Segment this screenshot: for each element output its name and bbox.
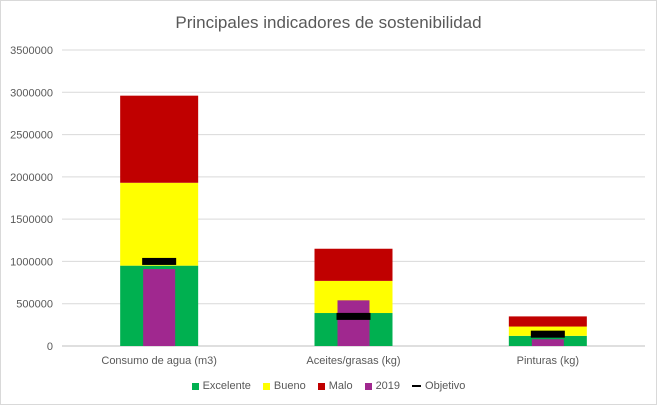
target-marker xyxy=(530,330,565,338)
legend-swatch-excelente xyxy=(191,382,199,390)
legend-label-malo: Malo xyxy=(328,380,353,392)
legend-item-excelente: Excelente xyxy=(191,380,251,392)
bar-segment-malo xyxy=(314,248,393,281)
y-tick-label: 0 xyxy=(47,341,53,353)
y-tick-label: 1000000 xyxy=(10,256,53,268)
y-tick-label: 3000000 xyxy=(10,87,53,99)
legend-swatch-malo xyxy=(317,382,325,390)
legend-label-2019: 2019 xyxy=(375,380,401,392)
bar-segment-malo xyxy=(508,316,587,327)
target-marker xyxy=(142,257,177,265)
bar-2019 xyxy=(531,339,564,346)
chart-legend: Excelente Bueno Malo 2019 Objetivo xyxy=(1,380,656,392)
bar-segment-bueno xyxy=(120,182,199,266)
x-category-label: Aceites/grasas (kg) xyxy=(306,355,400,367)
bar-segment-malo xyxy=(120,95,199,183)
legend-item-bueno: Bueno xyxy=(262,380,306,392)
x-category-label: Consumo de agua (m3) xyxy=(101,355,217,367)
legend-swatch-2019 xyxy=(364,382,372,390)
legend-label-excelente: Excelente xyxy=(202,380,251,392)
x-category-label: Pinturas (kg) xyxy=(517,355,579,367)
legend-label-objetivo: Objetivo xyxy=(425,380,466,392)
y-tick-label: 3500000 xyxy=(10,45,53,57)
y-tick-label: 500000 xyxy=(16,299,53,311)
bar-2019 xyxy=(337,300,370,346)
legend-item-objetivo: Objetivo xyxy=(412,380,465,392)
chart-title: Principales indicadores de sostenibilida… xyxy=(175,13,482,32)
legend-item-2019: 2019 xyxy=(364,380,401,392)
legend-line-objetivo xyxy=(412,385,422,387)
legend-item-malo: Malo xyxy=(317,380,353,392)
y-tick-label: 2000000 xyxy=(10,172,53,184)
legend-label-bueno: Bueno xyxy=(273,380,306,392)
legend-swatch-bueno xyxy=(262,382,270,390)
bar-2019 xyxy=(143,269,176,346)
target-marker xyxy=(336,312,371,320)
y-tick-label: 1500000 xyxy=(10,214,53,226)
y-tick-label: 2500000 xyxy=(10,130,53,142)
